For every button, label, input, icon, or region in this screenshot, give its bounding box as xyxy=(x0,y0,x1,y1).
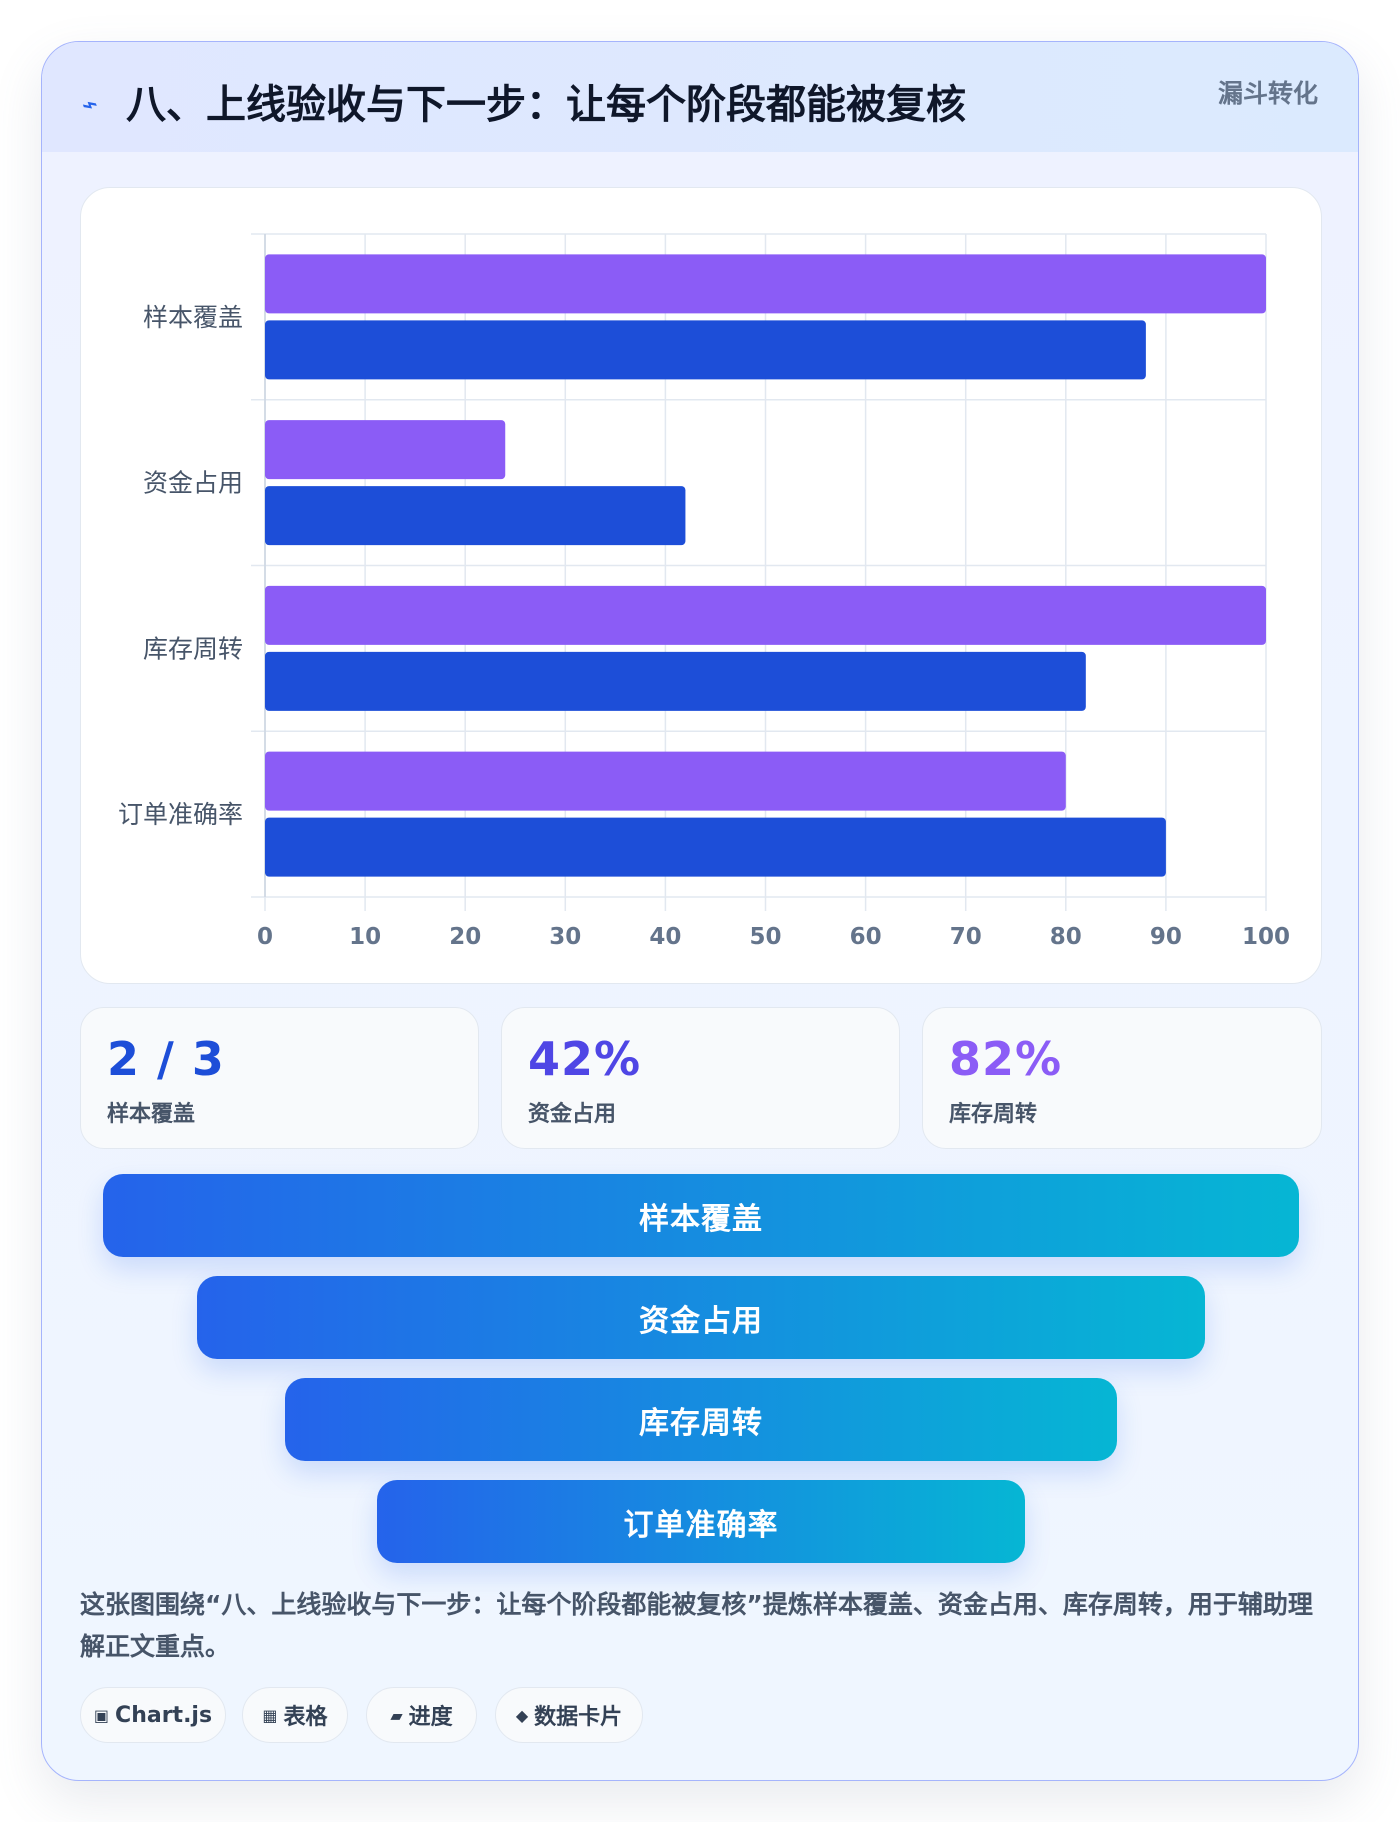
funnel-stage-label: 资金占用 xyxy=(639,1303,763,1339)
stat-value: 42% xyxy=(528,1032,642,1086)
x-tick-label: 50 xyxy=(749,924,781,950)
chip-label: 数据卡片 xyxy=(534,1705,623,1730)
x-tick-label: 10 xyxy=(349,924,381,950)
table-icon: ▦ xyxy=(262,1705,278,1725)
y-tick-label: 样本覆盖 xyxy=(143,303,243,332)
card-header: ⌁ 八、上线验收与下一步：让每个阶段都能被复核 漏斗转化 xyxy=(42,42,1358,152)
chip-progress[interactable]: ▰ 进度 xyxy=(366,1687,477,1743)
chart-caption: 这张图围绕“八、上线验收与下一步：让每个阶段都能被复核”提炼样本覆盖、资金占用、… xyxy=(80,1590,1313,1661)
x-tick-label: 80 xyxy=(1050,924,1082,950)
stat-card: 2 / 3 样本覆盖 xyxy=(80,1007,479,1149)
funnel-stage-label: 订单准确率 xyxy=(623,1507,779,1543)
stat-label: 资金占用 xyxy=(528,1102,617,1127)
y-tick-label: 库存周转 xyxy=(143,634,243,663)
bar xyxy=(265,751,1066,811)
chip-label: 进度 xyxy=(408,1705,453,1730)
funnel-stage: 库存周转 xyxy=(285,1378,1117,1461)
stat-card: 42% 资金占用 xyxy=(501,1007,900,1149)
y-tick-label: 资金占用 xyxy=(143,469,243,498)
chart-type-tag: 漏斗转化 xyxy=(1217,79,1318,108)
page-title: 八、上线验收与下一步：让每个阶段都能被复核 xyxy=(126,82,966,128)
funnel-stage: 资金占用 xyxy=(197,1276,1205,1359)
chip-chartjs[interactable]: ▣ Chart.js xyxy=(80,1687,226,1743)
stat-label: 样本覆盖 xyxy=(107,1102,196,1127)
x-tick-label: 30 xyxy=(549,924,581,950)
bar xyxy=(265,320,1146,380)
x-tick-label: 70 xyxy=(950,924,982,950)
funnel-stage-label: 样本覆盖 xyxy=(639,1201,763,1237)
funnel-stage: 样本覆盖 xyxy=(103,1174,1299,1257)
chip-table[interactable]: ▦ 表格 xyxy=(242,1687,348,1743)
stat-value: 82% xyxy=(949,1032,1063,1086)
chart-icon: ▣ xyxy=(93,1705,110,1725)
stat-value: 2 / 3 xyxy=(107,1032,225,1086)
progress-icon: ▰ xyxy=(390,1705,403,1725)
diamond-icon: ◆ xyxy=(515,1705,529,1725)
lightning-icon: ⌁ xyxy=(77,88,103,122)
x-tick-label: 90 xyxy=(1150,924,1182,950)
funnel-stage-label: 库存周转 xyxy=(639,1405,763,1441)
chip-label: Chart.js xyxy=(115,1702,213,1728)
stat-card: 82% 库存周转 xyxy=(922,1007,1322,1149)
bar xyxy=(265,486,686,546)
bar xyxy=(265,254,1266,314)
x-tick-label: 0 xyxy=(257,924,273,950)
chart-card: ⌁ 八、上线验收与下一步：让每个阶段都能被复核 漏斗转化 0 10 20 30 40 50… xyxy=(41,41,1359,1781)
chip-data-cards[interactable]: ◆ 数据卡片 xyxy=(495,1687,643,1743)
chip-label: 表格 xyxy=(283,1705,328,1730)
chart-panel: 0 10 20 30 40 50 60 70 80 90 100 样本覆盖资金占用库存周转订单准确率 xyxy=(80,187,1322,984)
x-tick-label: 100 xyxy=(1242,924,1290,950)
stats-row: 2 / 3 样本覆盖 42% 资金占用 82% 库存周转 xyxy=(80,1007,1322,1149)
y-tick-label: 订单准确率 xyxy=(118,800,243,829)
stat-label: 库存周转 xyxy=(949,1102,1038,1127)
bar xyxy=(265,585,1266,645)
x-tick-label: 20 xyxy=(449,924,481,950)
funnel-stage: 订单准确率 xyxy=(377,1480,1025,1563)
bar xyxy=(265,817,1166,877)
bar xyxy=(265,651,1086,711)
x-tick-label: 60 xyxy=(850,924,882,950)
bar xyxy=(265,420,506,480)
x-tick-label: 40 xyxy=(649,924,681,950)
